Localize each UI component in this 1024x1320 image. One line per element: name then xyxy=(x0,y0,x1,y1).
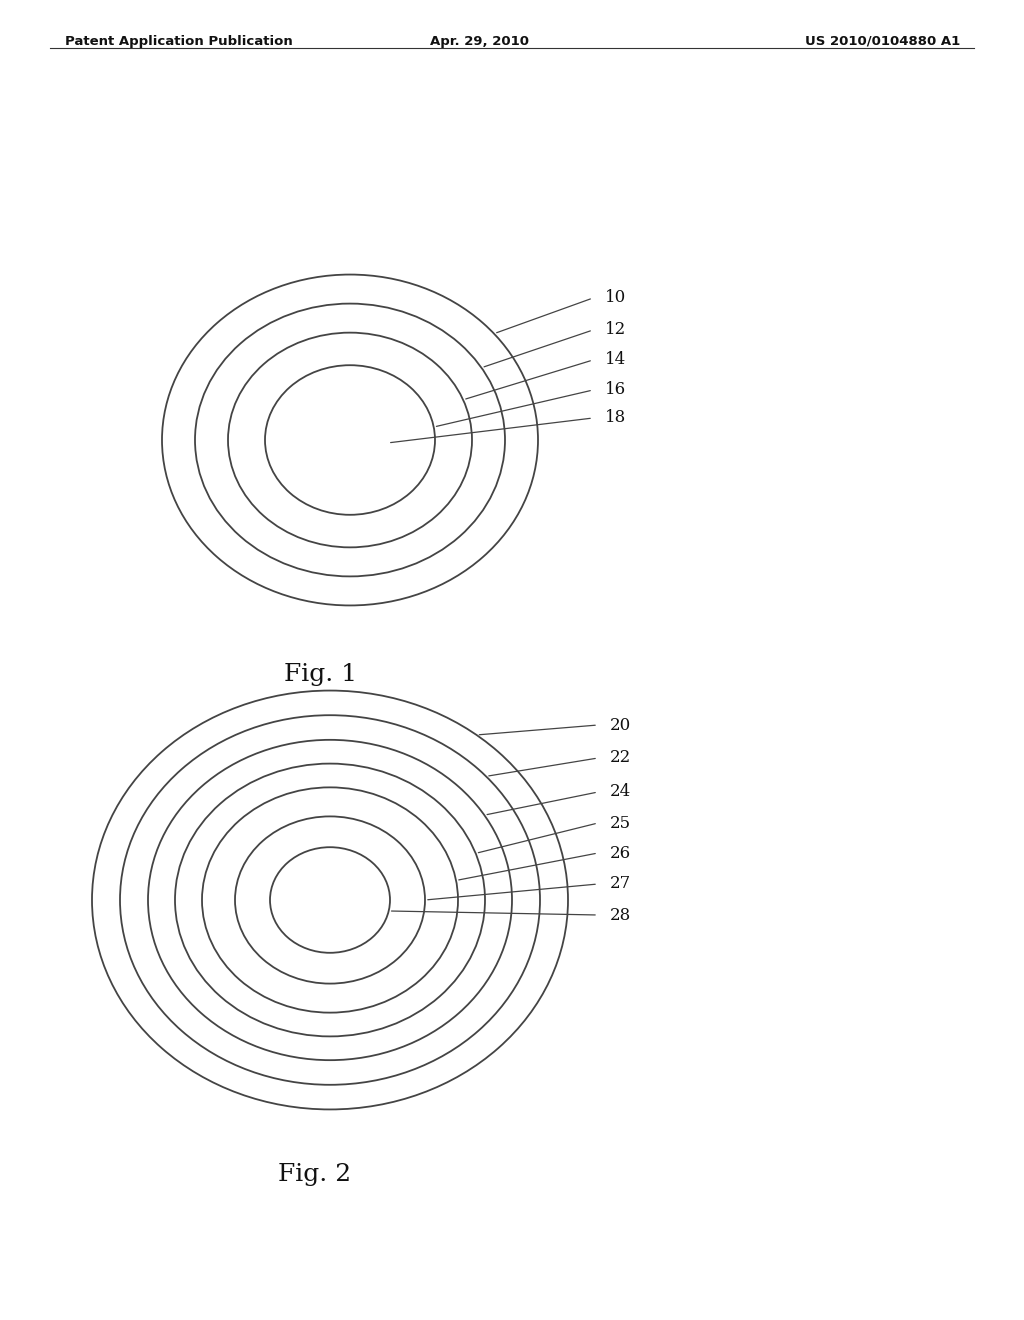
Text: 24: 24 xyxy=(610,784,631,800)
Text: Fig. 1: Fig. 1 xyxy=(284,664,356,686)
Text: 16: 16 xyxy=(605,381,626,399)
Text: 18: 18 xyxy=(605,409,627,426)
Text: 14: 14 xyxy=(605,351,627,368)
Text: US 2010/0104880 A1: US 2010/0104880 A1 xyxy=(805,36,961,48)
Text: 12: 12 xyxy=(605,322,627,338)
Text: Fig. 2: Fig. 2 xyxy=(279,1163,351,1187)
Text: 27: 27 xyxy=(610,875,631,892)
Text: Patent Application Publication: Patent Application Publication xyxy=(65,36,293,48)
Text: 25: 25 xyxy=(610,814,631,832)
Text: 20: 20 xyxy=(610,717,631,734)
Text: 28: 28 xyxy=(610,907,631,924)
Text: 22: 22 xyxy=(610,750,631,767)
Text: 26: 26 xyxy=(610,845,631,862)
Text: Apr. 29, 2010: Apr. 29, 2010 xyxy=(430,36,529,48)
Text: 10: 10 xyxy=(605,289,627,306)
